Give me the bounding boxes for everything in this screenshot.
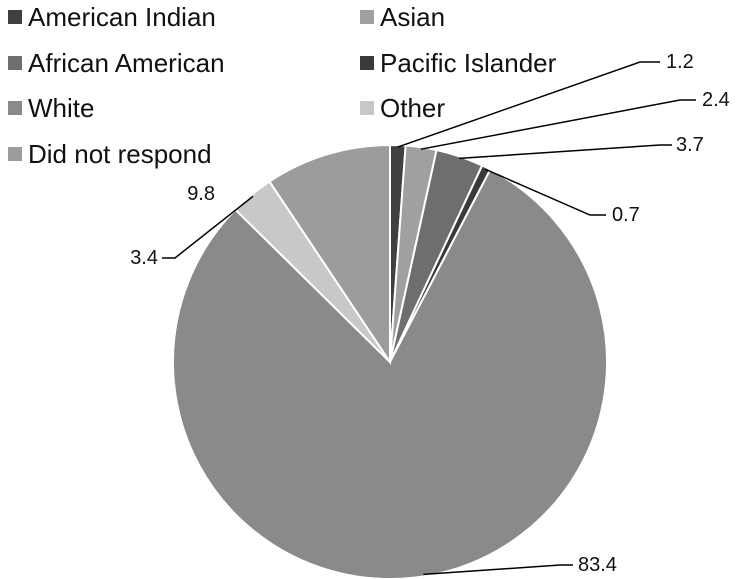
legend-label-did-not-respond: Did not respond xyxy=(28,138,212,169)
legend-item-african-american: African American xyxy=(8,46,225,80)
legend-swatch-asian xyxy=(360,10,374,24)
data-label-did-not-respond: 9.8 xyxy=(187,183,215,205)
legend-label-african-american: African American xyxy=(28,47,225,78)
legend-swatch-american-indian xyxy=(8,10,22,24)
data-label-african-american: 3.7 xyxy=(676,134,704,156)
pie-slice-white xyxy=(172,168,608,579)
leader-line-asian xyxy=(420,99,696,150)
legend-label-asian: Asian xyxy=(380,1,446,32)
legend-swatch-white xyxy=(8,101,22,115)
leader-line-other xyxy=(162,195,254,259)
data-label-american-indian: 1.2 xyxy=(666,51,694,73)
data-label-asian: 2.4 xyxy=(702,89,730,111)
pie-slices xyxy=(172,143,608,579)
pie-slice-did-not-respond xyxy=(268,143,391,366)
data-label-pacific-islander: 0.7 xyxy=(612,204,640,226)
leader-line-pacific-islander xyxy=(485,168,606,216)
legend-swatch-african-american xyxy=(8,56,22,70)
legend-item-did-not-respond: Did not respond xyxy=(8,137,212,171)
legend-item-asian: Asian xyxy=(360,0,445,34)
legend-item-pacific-islander: Pacific Islander xyxy=(360,46,556,80)
data-labels: 1.2 2.4 3.7 0.7 83.4 3.4 9.8 xyxy=(130,51,730,576)
legend-item-white: White xyxy=(8,91,94,125)
legend-label-american-indian: American Indian xyxy=(28,1,216,32)
data-label-white: 83.4 xyxy=(578,554,617,576)
leader-lines xyxy=(162,61,696,576)
legend-label-white: White xyxy=(28,92,95,123)
legend-item-american-indian: American Indian xyxy=(8,0,216,34)
chart-legend: American Indian Asian African American P… xyxy=(0,0,743,170)
leader-line-african-american xyxy=(459,144,672,160)
leader-line-white xyxy=(423,564,573,576)
legend-swatch-did-not-respond xyxy=(8,147,22,161)
data-label-other: 3.4 xyxy=(130,247,158,269)
legend-label-pacific-islander: Pacific Islander xyxy=(380,47,557,78)
leader-line-american-indian xyxy=(397,61,660,148)
legend-swatch-other xyxy=(360,101,374,115)
legend-label-other: Other xyxy=(380,92,446,123)
legend-item-other: Other xyxy=(360,91,445,125)
legend-swatch-pacific-islander xyxy=(360,56,374,70)
